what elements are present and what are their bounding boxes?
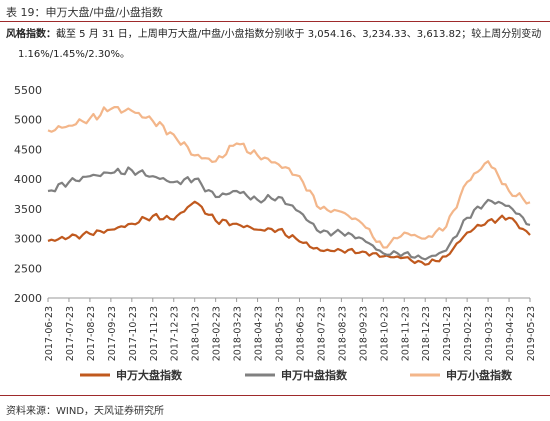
- source-note: 资料来源：WIND，天风证券研究所: [6, 406, 165, 417]
- x-tick-label: 2017-12-23: [170, 306, 181, 361]
- y-tick-label: 4500: [14, 143, 42, 156]
- y-tick-label: 3500: [14, 203, 42, 216]
- x-tick-label: 2019-04-23: [505, 306, 516, 361]
- table-title: 表 19：申万大盘/中盘/小盘指数: [6, 6, 163, 19]
- x-tick-label: 2019-02-23: [463, 306, 474, 361]
- x-tick-label: 2017-11-23: [149, 306, 160, 361]
- y-tick-label: 2500: [14, 262, 42, 275]
- y-tick-label: 2000: [14, 292, 42, 305]
- x-tick-label: 2017-09-23: [107, 306, 118, 361]
- y-axis: 2000 2500 3000 3500 4000 4500 5000 5500: [14, 84, 42, 305]
- x-tick-label: 2017-10-23: [128, 306, 139, 361]
- x-tick-label: 2018-02-23: [212, 306, 223, 361]
- x-tick-label: 2018-07-23: [316, 306, 327, 361]
- series-lines: [47, 106, 531, 266]
- x-tick-label: 2017-08-23: [86, 306, 97, 361]
- legend-label-1: 申万大盘指数: [116, 368, 183, 382]
- description-text-2: 1.16%/1.45%/2.30%。: [18, 49, 131, 60]
- y-tick-label: 3000: [14, 233, 42, 246]
- legend-label-2: 申万中盘指数: [281, 368, 348, 382]
- series-line-2: [47, 166, 531, 261]
- x-tick-label: 2019-05-23: [526, 306, 537, 361]
- series-line-3: [47, 106, 531, 249]
- table-header: 表 19：申万大盘/中盘/小盘指数: [0, 0, 550, 22]
- x-tick-label: 2018-08-23: [337, 306, 348, 361]
- y-tick-label: 5000: [14, 114, 42, 127]
- x-tick-label: 2018-01-23: [191, 306, 202, 361]
- x-tick-label: 2017-06-23: [44, 306, 55, 361]
- legend: 申万大盘指数 申万中盘指数 申万小盘指数: [80, 368, 513, 382]
- source-bar: 资料来源：WIND，天风证券研究所: [0, 395, 550, 421]
- y-tick-label: 4000: [14, 173, 42, 186]
- description-line-2: 1.16%/1.45%/2.30%。: [18, 48, 550, 62]
- x-tick-label: 2018-03-23: [233, 306, 244, 361]
- series-line-1: [47, 200, 531, 266]
- description-text-1: 截至 5 月 31 日，上周申万大盘/中盘/小盘指数分别收于 3,054.16、…: [56, 29, 542, 40]
- x-tick-label: 2019-01-23: [442, 306, 453, 361]
- x-tick-label: 2018-05-23: [275, 306, 286, 361]
- x-axis: 2017-06-23 2017-07-23 2017-08-23 2017-09-23…: [44, 297, 537, 361]
- description-label: 风格指数：: [6, 29, 56, 40]
- x-tick-label: 2019-03-23: [484, 306, 495, 361]
- legend-label-3: 申万小盘指数: [446, 368, 513, 382]
- x-tick-label: 2017-07-23: [65, 306, 76, 361]
- x-tick-label: 2018-06-23: [295, 306, 306, 361]
- x-tick-label: 2018-04-23: [254, 306, 265, 361]
- index-line-chart: 2000 2500 3000 3500 4000 4500 5000 5500 2017-06…: [14, 84, 537, 382]
- description-line-1: 风格指数：截至 5 月 31 日，上周申万大盘/中盘/小盘指数分别收于 3,05…: [6, 28, 546, 42]
- y-tick-label: 5500: [14, 84, 42, 97]
- x-tick-label: 2018-12-23: [421, 306, 432, 361]
- x-tick-label: 2018-09-23: [358, 306, 369, 361]
- x-tick-label: 2018-10-23: [379, 306, 390, 361]
- x-tick-label: 2018-11-23: [400, 306, 411, 361]
